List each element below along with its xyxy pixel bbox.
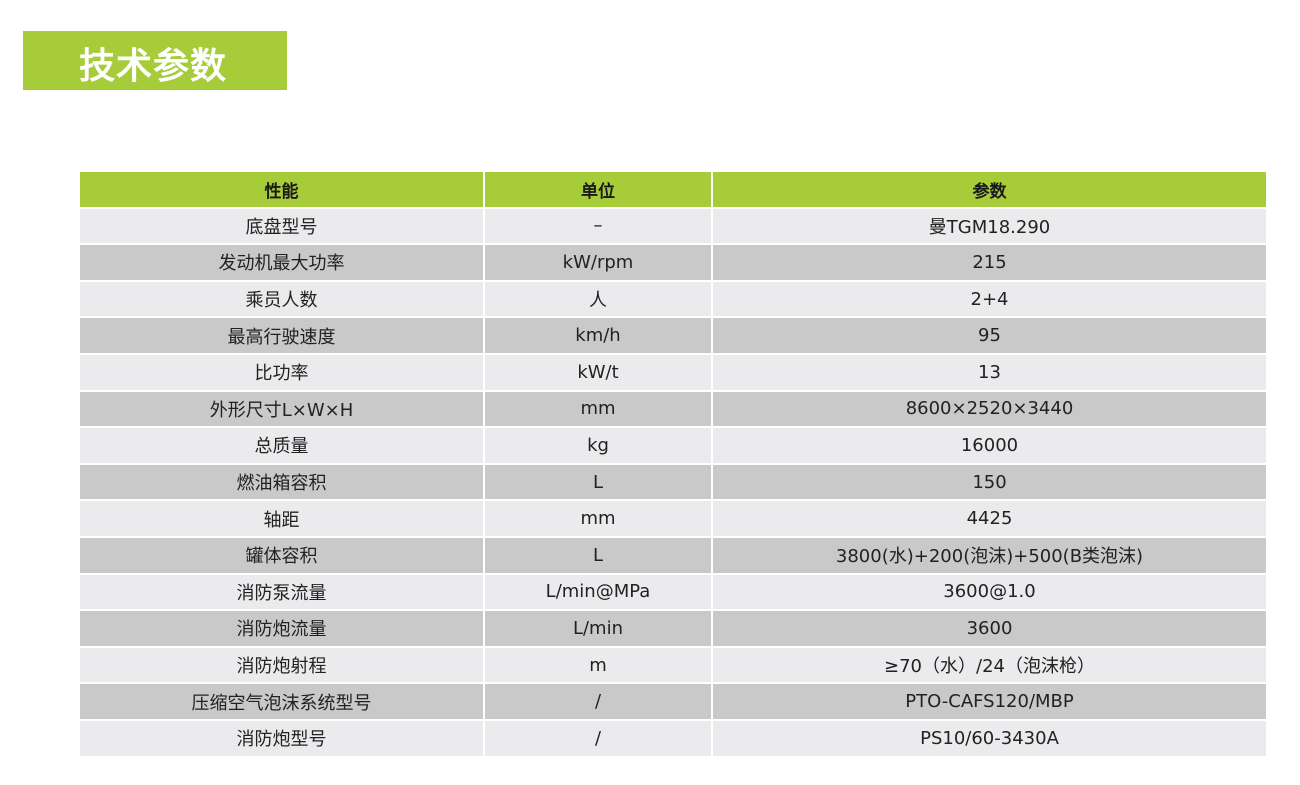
cell-performance: 发动机最大功率 [80, 245, 483, 280]
cell-value: PS10/60-3430A [713, 720, 1266, 756]
header-unit: 单位 [485, 172, 711, 207]
cell-performance: 消防炮流量 [80, 611, 483, 646]
cell-value: 曼TGM18.290 [713, 208, 1266, 244]
spec-table: 性能 单位 参数 底盘型号 – 曼TGM18.290 发动机最大功率 kW/rpm 215… [80, 172, 1266, 758]
cell-performance: 底盘型号 [80, 208, 483, 244]
table-row: 外形尺寸L×W×H mm 8600×2520×3440 [80, 391, 1266, 427]
cell-value: 13 [713, 354, 1266, 390]
table-row: 发动机最大功率 kW/rpm 215 [80, 245, 1266, 280]
cell-unit: kW/rpm [485, 245, 711, 280]
cell-performance: 比功率 [80, 354, 483, 390]
cell-value: 2+4 [713, 281, 1266, 317]
cell-unit: 人 [485, 281, 711, 317]
table-row: 比功率 kW/t 13 [80, 354, 1266, 390]
cell-unit: kW/t [485, 354, 711, 390]
cell-value: 4425 [713, 501, 1266, 536]
cell-value: 3600@1.0 [713, 574, 1266, 610]
cell-unit: L/min@MPa [485, 574, 711, 610]
cell-value: 16000 [713, 428, 1266, 463]
cell-unit: mm [485, 501, 711, 536]
cell-performance: 外形尺寸L×W×H [80, 391, 483, 427]
cell-unit: / [485, 684, 711, 719]
table-row: 消防炮射程 m ≥70（水）/24（泡沫枪） [80, 647, 1266, 683]
cell-performance: 总质量 [80, 428, 483, 463]
cell-performance: 压缩空气泡沫系统型号 [80, 684, 483, 719]
cell-unit: m [485, 647, 711, 683]
cell-performance: 罐体容积 [80, 537, 483, 573]
cell-unit: / [485, 720, 711, 756]
cell-value: 215 [713, 245, 1266, 280]
cell-performance: 燃油箱容积 [80, 464, 483, 500]
cell-value: 8600×2520×3440 [713, 391, 1266, 427]
cell-unit: L [485, 537, 711, 573]
table-row: 压缩空气泡沫系统型号 / PTO-CAFS120/MBP [80, 684, 1266, 719]
table-row: 乘员人数人 2+4 [80, 281, 1266, 317]
cell-performance: 消防炮射程 [80, 647, 483, 683]
cell-performance: 轴距 [80, 501, 483, 536]
cell-value: 95 [713, 318, 1266, 353]
table-header-row: 性能 单位 参数 [80, 172, 1266, 207]
table-row: 最高行驶速度 km/h 95 [80, 318, 1266, 353]
section-title: 技术参数 [79, 46, 228, 87]
cell-unit: kg [485, 428, 711, 463]
section-title-banner: 技术参数 [23, 31, 287, 90]
header-performance: 性能 [80, 172, 483, 207]
table-row: 底盘型号 – 曼TGM18.290 [80, 208, 1266, 244]
table-row: 消防炮流量 L/min 3600 [80, 611, 1266, 646]
cell-unit: – [485, 208, 711, 244]
cell-value: PTO-CAFS120/MBP [713, 684, 1266, 719]
cell-value: 3800(水)+200(泡沫)+500(B类泡沫) [713, 537, 1266, 573]
header-value: 参数 [713, 172, 1266, 207]
cell-performance: 乘员人数 [80, 281, 483, 317]
cell-unit: L [485, 464, 711, 500]
cell-value: 3600 [713, 611, 1266, 646]
cell-performance: 最高行驶速度 [80, 318, 483, 353]
table-row: 燃油箱容积 L 150 [80, 464, 1266, 500]
cell-value: ≥70（水）/24（泡沫枪） [713, 647, 1266, 683]
table-row: 罐体容积 L 3800(水)+200(泡沫)+500(B类泡沫) [80, 537, 1266, 573]
table-row: 消防泵流量 L/min@MPa 3600@1.0 [80, 574, 1266, 610]
table-row: 总质量 kg 16000 [80, 428, 1266, 463]
cell-unit: mm [485, 391, 711, 427]
table-row: 消防炮型号 / PS10/60-3430A [80, 720, 1266, 756]
cell-performance: 消防泵流量 [80, 574, 483, 610]
cell-performance: 消防炮型号 [80, 720, 483, 756]
cell-unit: km/h [485, 318, 711, 353]
cell-value: 150 [713, 464, 1266, 500]
table-row: 轴距 mm 4425 [80, 501, 1266, 536]
cell-unit: L/min [485, 611, 711, 646]
